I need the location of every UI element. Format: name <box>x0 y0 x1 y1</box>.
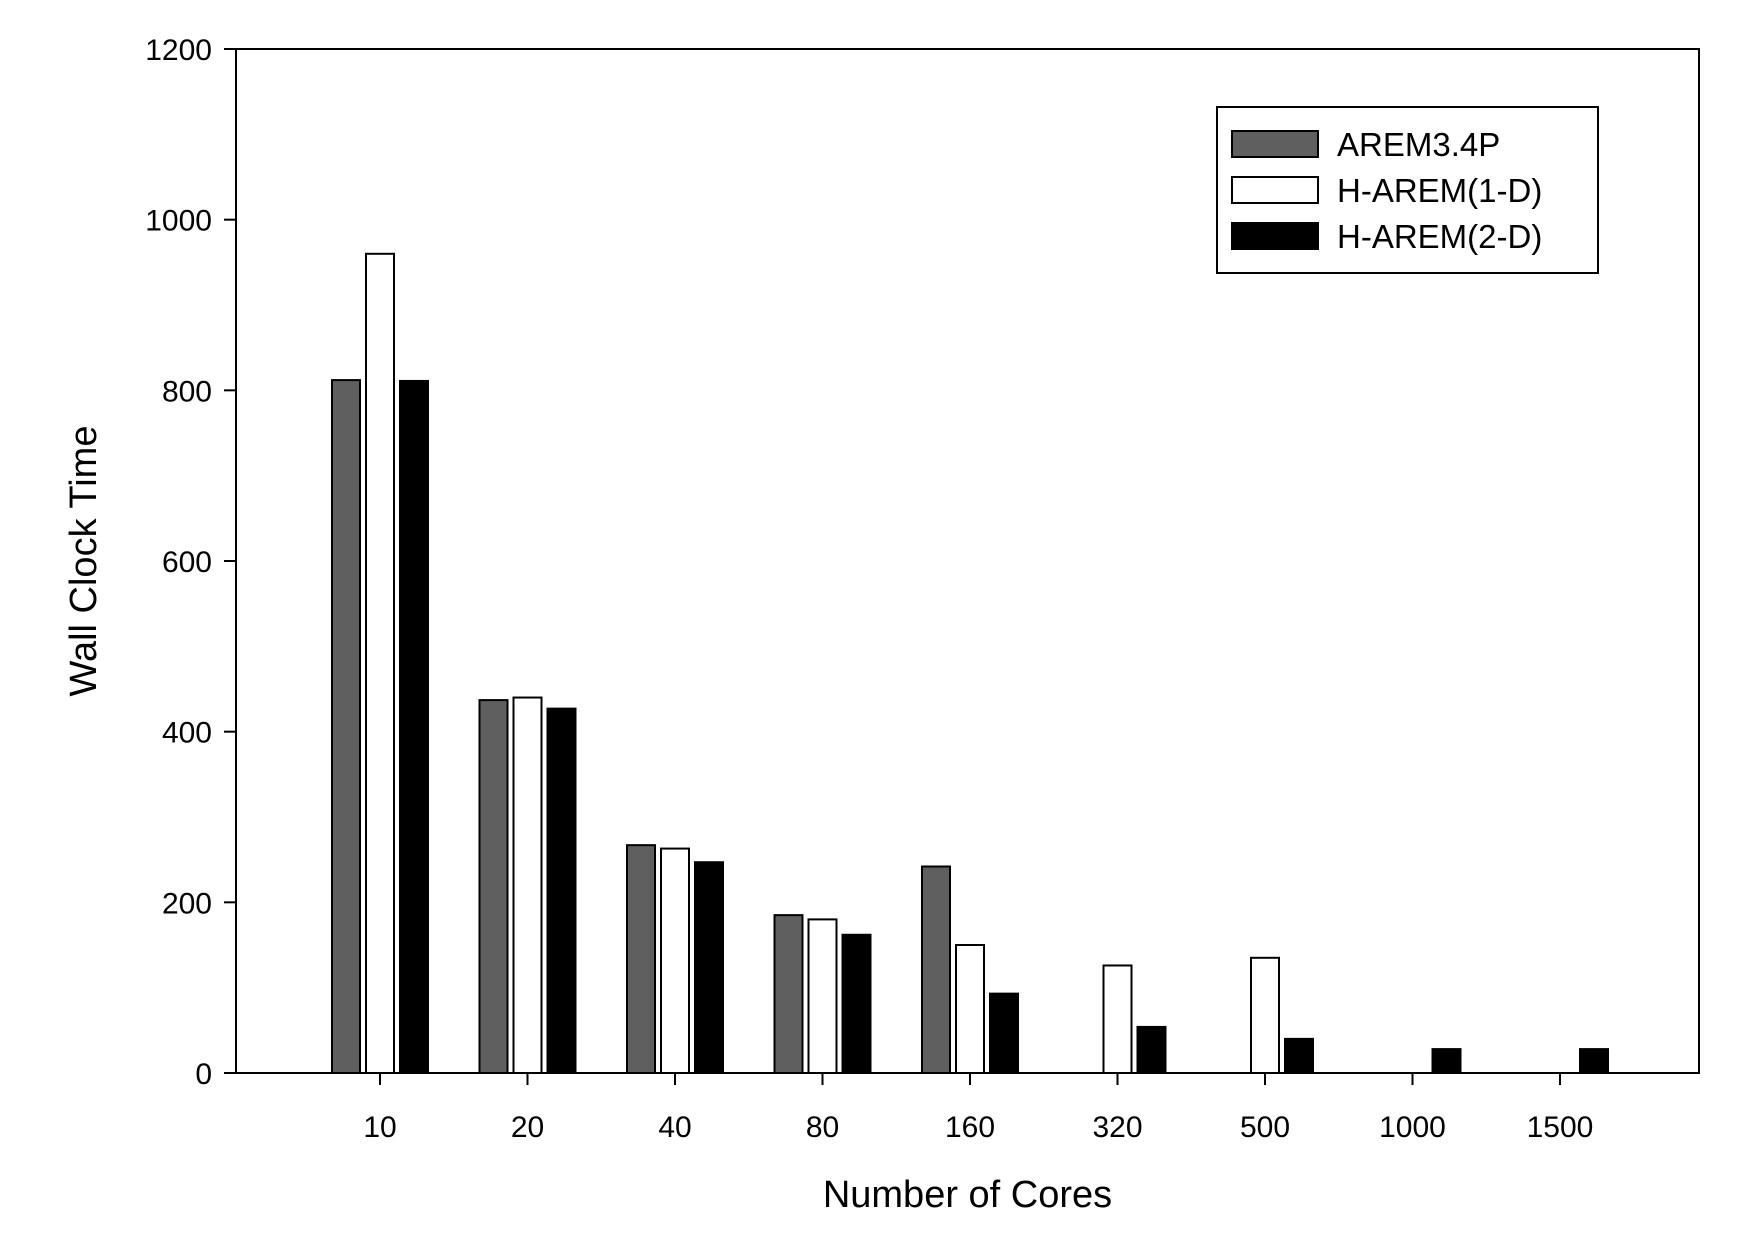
bar-arem3-4p-80 <box>773 914 804 1075</box>
x-tick-label: 10 <box>363 1111 396 1144</box>
y-tick-label: 600 <box>162 546 212 579</box>
bar-h-arem-1-d-80 <box>807 918 838 1075</box>
legend-label: AREM3.4P <box>1337 126 1500 163</box>
x-tick-label: 80 <box>806 1111 839 1144</box>
bar-h-arem-2-d-320 <box>1136 1025 1167 1075</box>
y-tick-label: 200 <box>162 887 212 920</box>
bar-h-arem-2-d-40 <box>694 861 724 1075</box>
y-axis-ticks: 0 200 400 600 800 1000 1200 <box>145 34 236 1091</box>
legend-swatch <box>1231 222 1319 250</box>
x-tick-label: 1500 <box>1527 1111 1594 1144</box>
legend-label: H-AREM(2-D) <box>1337 218 1542 255</box>
bar-arem3-4p-20 <box>478 699 509 1074</box>
bar-h-arem-2-d-1500 <box>1579 1048 1609 1075</box>
x-tick-label: 40 <box>658 1111 691 1144</box>
y-tick-label: 800 <box>162 375 212 408</box>
y-tick-label: 1000 <box>145 205 212 238</box>
bar-h-arem-1-d-320 <box>1102 964 1133 1074</box>
bar-h-arem-1-d-40 <box>660 847 690 1074</box>
bar-h-arem-1-d-500 <box>1250 956 1280 1074</box>
y-tick-label: 400 <box>162 717 212 750</box>
x-axis-title: Number of Cores <box>823 1174 1112 1216</box>
y-tick-label: 0 <box>195 1058 212 1091</box>
bar-h-arem-2-d-500 <box>1284 1037 1314 1075</box>
x-tick-label: 320 <box>1092 1111 1142 1144</box>
legend-label: H-AREM(1-D) <box>1337 172 1542 209</box>
bar-arem3-4p-40 <box>626 844 656 1074</box>
x-tick-label: 1000 <box>1379 1111 1446 1144</box>
bar-arem3-4p-10 <box>331 379 361 1074</box>
bar-h-arem-2-d-10 <box>399 379 429 1074</box>
legend-swatch <box>1231 176 1319 204</box>
legend: AREM3.4P H-AREM(1-D) H-AREM(2-D) <box>1216 106 1599 274</box>
bars-layer <box>331 252 1609 1075</box>
bar-arem3-4p-160 <box>921 865 951 1075</box>
x-tick-label: 160 <box>945 1111 995 1144</box>
y-tick-label: 1200 <box>145 34 212 67</box>
x-tick-label: 500 <box>1240 1111 1290 1144</box>
bar-h-arem-2-d-20 <box>546 707 577 1074</box>
y-axis-title: Wall Clock Time <box>63 426 105 697</box>
bar-h-arem-2-d-80 <box>841 933 872 1075</box>
legend-swatch <box>1231 130 1319 158</box>
bar-h-arem-1-d-10 <box>365 252 395 1075</box>
bar-h-arem-2-d-160 <box>989 992 1019 1075</box>
bar-h-arem-2-d-1000 <box>1431 1048 1462 1075</box>
bar-h-arem-1-d-160 <box>955 944 985 1074</box>
bar-h-arem-1-d-20 <box>512 696 543 1074</box>
x-axis-ticks: 10 20 40 80 160 320 500 1000 1500 <box>363 1073 1593 1144</box>
x-tick-label: 20 <box>511 1111 544 1144</box>
